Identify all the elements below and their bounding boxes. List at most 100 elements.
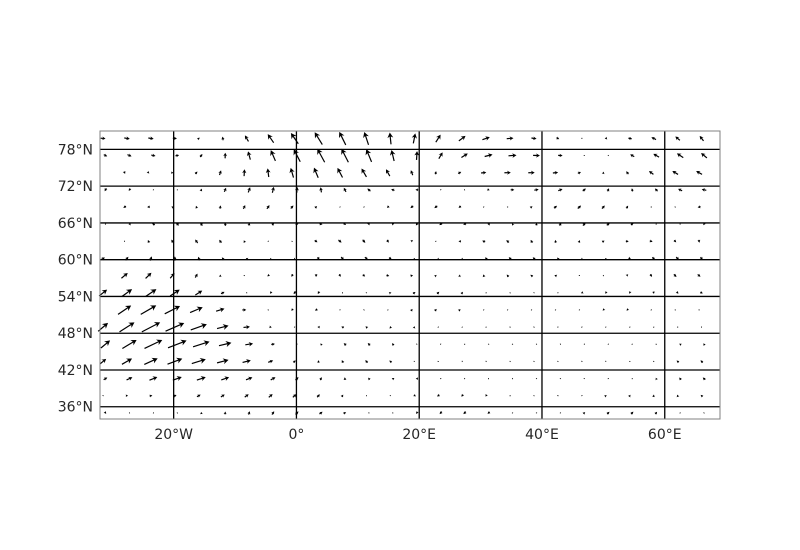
- vector-arrow: [265, 168, 271, 178]
- map-plot-area: [97, 130, 721, 420]
- vector-arrow: [319, 222, 323, 226]
- vector-arrow: [295, 377, 299, 381]
- vector-arrow: [218, 274, 222, 278]
- vector-arrow: [559, 412, 562, 414]
- vector-arrow: [457, 171, 462, 175]
- vector-arrow: [508, 257, 512, 261]
- vector-arrow: [433, 274, 437, 278]
- vector-arrow: [605, 290, 608, 294]
- vector-arrow: [577, 171, 581, 175]
- vector-arrow: [702, 377, 706, 381]
- vector-arrow: [673, 239, 677, 243]
- vector-arrow: [461, 326, 463, 328]
- vector-arrow: [243, 240, 247, 244]
- vector-arrow: [482, 309, 485, 311]
- map-background: [100, 131, 720, 419]
- latitude-tick-label: 60°N: [58, 253, 93, 269]
- latitude-tick-label: 72°N: [58, 179, 93, 195]
- vector-arrow: [511, 223, 515, 227]
- vector-arrow: [223, 411, 227, 415]
- vector-arrow: [195, 290, 203, 296]
- vector-arrow: [194, 273, 198, 278]
- vector-arrow: [528, 170, 535, 175]
- vector-arrow: [630, 411, 634, 415]
- vector-arrow: [531, 136, 537, 141]
- vector-arrow: [314, 274, 318, 278]
- vector-arrow: [606, 222, 610, 227]
- vector-arrow: [338, 273, 341, 277]
- vector-arrow: [364, 256, 368, 260]
- vector-arrow: [362, 273, 366, 277]
- vector-arrow: [676, 153, 684, 159]
- vector-arrow: [343, 377, 347, 381]
- vector-arrow: [195, 239, 199, 244]
- vector-arrow: [679, 377, 683, 381]
- vector-arrow: [439, 377, 442, 380]
- vector-arrow: [627, 137, 632, 141]
- vector-arrow: [508, 153, 517, 158]
- vector-arrow: [654, 188, 659, 192]
- vector-arrow: [149, 394, 153, 398]
- vector-arrow: [127, 153, 132, 157]
- vector-arrow: [147, 239, 151, 244]
- vector-arrow: [506, 274, 510, 278]
- vector-arrow: [626, 307, 630, 311]
- vector-arrow: [295, 411, 299, 415]
- latitude-tick-label: 36°N: [58, 400, 93, 416]
- vector-arrow: [482, 240, 486, 244]
- vector-arrow: [175, 222, 180, 227]
- vector-arrow: [413, 257, 416, 260]
- vector-arrow: [506, 206, 509, 208]
- vector-arrow: [103, 411, 107, 414]
- vector-arrow: [126, 376, 133, 381]
- vector-arrow: [651, 256, 656, 260]
- vector-arrow: [223, 152, 228, 159]
- vector-arrow: [172, 136, 177, 141]
- vector-arrow: [119, 322, 135, 333]
- vector-arrow: [415, 377, 419, 380]
- vector-arrow: [121, 358, 133, 365]
- vector-arrow: [697, 273, 701, 277]
- vector-arrow: [392, 343, 395, 347]
- latitude-tick-label: 54°N: [58, 289, 93, 305]
- vector-arrow: [676, 394, 680, 398]
- vector-arrow: [340, 256, 344, 261]
- vector-arrow: [651, 137, 657, 141]
- vector-arrow: [197, 256, 201, 261]
- vector-arrow: [293, 326, 296, 328]
- vector-arrow: [607, 377, 610, 380]
- vector-arrow: [461, 257, 463, 260]
- vector-arrow: [630, 223, 634, 226]
- vector-arrow: [582, 188, 586, 192]
- vector-arrow: [271, 342, 275, 346]
- vector-arrow: [607, 154, 610, 157]
- vector-arrow: [435, 134, 441, 143]
- vector-arrow: [457, 309, 461, 312]
- vector-arrow: [151, 153, 156, 157]
- vector-arrow: [200, 222, 204, 226]
- vector-arrow: [172, 376, 182, 381]
- vector-arrow: [510, 188, 515, 192]
- vector-arrow: [463, 411, 467, 415]
- vector-arrow: [295, 186, 299, 193]
- vector-arrow: [678, 188, 683, 192]
- vector-arrow: [699, 256, 703, 260]
- vector-arrow: [604, 136, 608, 140]
- vector-arrow: [104, 223, 107, 225]
- vector-arrow: [601, 171, 605, 175]
- vector-arrow: [436, 291, 440, 295]
- vector-arrow: [699, 290, 703, 294]
- vector-arrow: [244, 135, 249, 142]
- vector-arrow: [626, 171, 630, 175]
- vector-arrow: [533, 394, 535, 397]
- vector-arrow: [484, 153, 493, 158]
- vector-arrow: [343, 222, 347, 225]
- vector-arrow: [534, 188, 539, 192]
- vector-arrow: [389, 149, 396, 162]
- vector-arrow: [415, 222, 419, 226]
- vector-arrow: [189, 306, 203, 314]
- vector-arrow: [125, 394, 129, 398]
- vector-arrow: [171, 206, 175, 209]
- vector-arrow: [386, 205, 390, 208]
